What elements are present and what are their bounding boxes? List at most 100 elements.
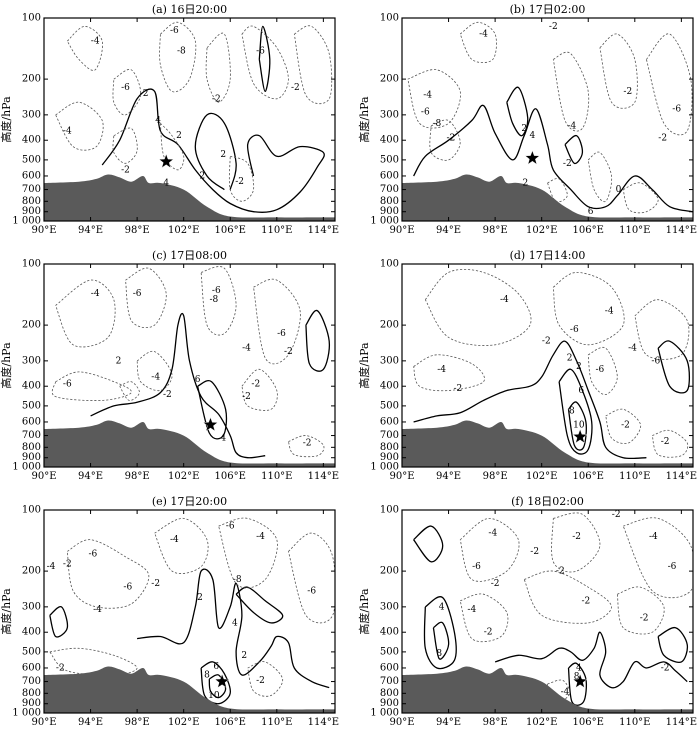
- dashed-contour-5: [552, 271, 625, 346]
- solid-contour-1: [194, 112, 237, 191]
- panel-title: (e) 17日20:00: [152, 495, 227, 508]
- x-tick-label: 102°E: [168, 717, 199, 728]
- x-tick-label: 114°E: [666, 717, 697, 728]
- contour-label-12: 8: [569, 407, 575, 417]
- x-tick-label: 110°E: [619, 471, 650, 482]
- y-tick-label: 900: [380, 206, 399, 217]
- y-tick-label: 500: [22, 400, 41, 411]
- contour-label-0: -4: [91, 289, 100, 299]
- x-tick-label: 110°E: [261, 225, 292, 236]
- contour-label-1: -4: [605, 306, 614, 316]
- solid-contour-0: [413, 340, 647, 460]
- y-tick-label: 300: [22, 355, 41, 366]
- star-marker: [572, 673, 588, 689]
- panel-title: (d) 17日14:00: [510, 249, 586, 262]
- panel-5: -6 -4 -4 -6 -2 -4 -6 -2 -4 -8 -6 2 4 68 10 -2 2 -2 (e) 17日…: [0, 495, 339, 728]
- y-tick-label: 800: [22, 688, 41, 699]
- contour-label-2: -4: [256, 532, 265, 542]
- y-tick-label: 100: [380, 259, 399, 270]
- contour-label-3: -2: [542, 337, 551, 347]
- x-tick-label: 90°E: [31, 717, 56, 728]
- x-tick-label: 102°E: [526, 471, 557, 482]
- contour-label-11: 2: [197, 593, 203, 603]
- y-tick-label: 100: [22, 505, 41, 516]
- x-tick-label: 94°E: [436, 225, 461, 236]
- dashed-contour-6: [459, 517, 520, 582]
- dashed-contour-7: [599, 33, 638, 109]
- contour-label-2: -8: [177, 46, 186, 56]
- solid-contour-0: [49, 605, 69, 638]
- contour-label-15: -2: [661, 437, 670, 447]
- contour-label-12: 4: [232, 618, 238, 628]
- x-tick-label: 106°E: [215, 225, 246, 236]
- y-tick-label: 200: [380, 566, 399, 577]
- x-tick-label: 106°E: [573, 225, 604, 236]
- dashed-contour-10: [523, 570, 612, 624]
- solid-contour-1: [305, 309, 331, 372]
- contour-label-5: -6: [472, 562, 481, 572]
- contour-label-2: -6: [570, 325, 579, 335]
- star-marker: [202, 416, 219, 432]
- x-tick-label: 106°E: [573, 471, 604, 482]
- solid-contour-2: [564, 134, 584, 165]
- plot-area: -4 -6 -8 -6 -6 -2 -2 -2 -4 4 2 2 2 -2 4 -2: [44, 21, 335, 221]
- y-tick-label: 1 000: [370, 462, 399, 473]
- dashed-contour-6: [552, 51, 590, 132]
- x-tick-label: 106°E: [215, 717, 246, 728]
- y-tick-label: 900: [22, 452, 41, 463]
- contour-label-10: 2: [176, 131, 182, 141]
- dashed-contour-9: [605, 408, 642, 445]
- contour-label-10: -6: [672, 104, 681, 114]
- contour-label-7: 2: [567, 353, 573, 363]
- star-marker: [572, 428, 588, 444]
- contour-label-2: -2: [572, 532, 581, 542]
- panel-title: (a) 16日20:00: [152, 3, 227, 16]
- dashed-contour-8: [622, 517, 693, 599]
- dashed-contour-10: [651, 429, 689, 458]
- y-tick-label: 100: [22, 259, 41, 270]
- y-tick-label: 600: [380, 170, 399, 181]
- x-tick-label: 110°E: [261, 717, 292, 728]
- terrain-silhouette: [402, 420, 693, 467]
- y-axis-label: 高度/hPa: [0, 588, 13, 635]
- dashed-contour-6: [55, 101, 104, 151]
- contour-label-0: -4: [488, 529, 497, 539]
- dashed-contour-7: [51, 371, 132, 401]
- x-tick-label: 98°E: [125, 225, 150, 236]
- contour-label-6: -6: [596, 365, 605, 375]
- contour-label-0: -4: [479, 30, 488, 40]
- y-tick-label: 1 000: [370, 708, 399, 719]
- x-tick-label: 94°E: [436, 717, 461, 728]
- contour-label-8: -4: [63, 126, 72, 136]
- y-tick-label: 800: [380, 196, 399, 207]
- y-tick-label: 1 000: [370, 216, 399, 227]
- dashed-contour-12: [547, 679, 571, 703]
- solid-contour-0: [101, 88, 325, 214]
- contour-label-5: -2: [140, 89, 149, 99]
- contour-label-9: -6: [651, 356, 660, 366]
- contour-label-7: -2: [291, 83, 300, 93]
- contour-label-12: -2: [582, 596, 591, 606]
- y-tick-label: 600: [22, 662, 41, 673]
- solid-contour-0: [90, 312, 266, 459]
- x-tick-label: 90°E: [389, 225, 414, 236]
- x-tick-label: 98°E: [483, 225, 508, 236]
- dashed-contour-5: [200, 266, 237, 336]
- solid-contour-2: [258, 25, 271, 93]
- contour-label-3: -6: [89, 550, 98, 560]
- contour-label-3: -4: [649, 532, 658, 542]
- contour-label-2: -4: [423, 91, 432, 101]
- plot-area: -6 -4 -4 -6 -2 -4 -6 -2 -4 -8 -6 2 4 68 10 -2 2 -2: [44, 517, 335, 713]
- y-tick-label: 400: [22, 627, 41, 638]
- y-tick-label: 500: [22, 646, 41, 657]
- solid-contour-1: [558, 368, 593, 455]
- y-tick-label: 300: [22, 601, 41, 612]
- x-tick-label: 110°E: [619, 717, 650, 728]
- dashed-contour-3: [55, 279, 116, 348]
- y-axis-label: 高度/hPa: [357, 342, 371, 389]
- x-tick-label: 90°E: [389, 471, 414, 482]
- x-tick-label: 90°E: [31, 225, 56, 236]
- panel-1: -4 -6 -8 -6 -6 -2 -2 -2 -4 4 2 2 2 -2 4 -2 (a) 16日20:00 9…: [0, 3, 339, 236]
- y-tick-label: 500: [380, 400, 399, 411]
- dashed-contour-5: [429, 119, 461, 161]
